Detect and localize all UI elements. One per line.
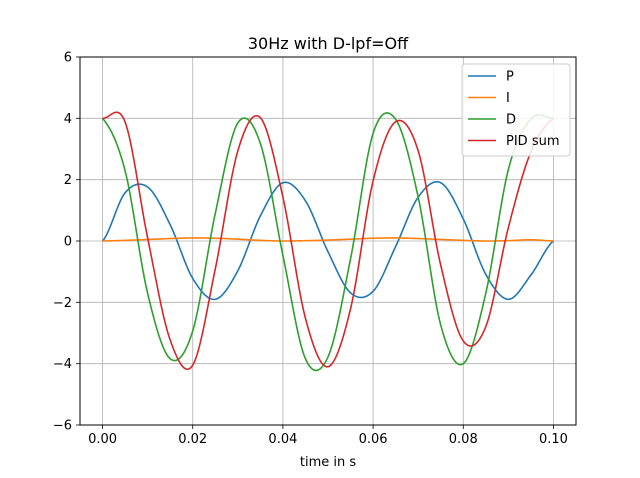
legend-box — [461, 63, 571, 157]
series-line-p — [101, 181, 554, 301]
axis-ticks: 0.00 0.02 0.04 0.06 0.08 0.10 −6 −4 −2 0 2 4 6 — [53, 51, 568, 448]
legend-label-pid-sum: PID sum — [506, 134, 560, 149]
series-line-i — [102, 237, 554, 242]
y-tick-label: 0 — [64, 235, 72, 250]
x-tick-label: 0.06 — [359, 432, 388, 447]
x-tick-label: 0.00 — [88, 432, 117, 447]
x-tick-label: 0.08 — [449, 432, 478, 447]
plot-area-frame — [79, 56, 577, 426]
legend: PID PID sum — [461, 63, 571, 157]
y-tick-label: 4 — [64, 112, 72, 127]
y-tick-label: −4 — [53, 357, 72, 372]
legend-label-d: D — [506, 113, 516, 128]
x-tick-label: 0.02 — [178, 432, 207, 447]
x-tick-label: 0.10 — [539, 432, 568, 447]
x-tick-label: 0.04 — [268, 432, 297, 447]
series-lines — [101, 111, 554, 372]
y-tick-label: 2 — [64, 173, 72, 188]
y-tick-label: −6 — [53, 419, 72, 434]
series-line-pid-sum — [102, 111, 554, 371]
legend-label-i: I — [506, 91, 510, 106]
y-tick-label: −2 — [53, 296, 72, 311]
y-tick-label: 6 — [64, 51, 72, 66]
x-axis-title: time in s — [300, 455, 356, 470]
chart-title: 30Hz with D-lpf=Off — [248, 34, 409, 53]
legend-label-p: P — [506, 70, 514, 85]
